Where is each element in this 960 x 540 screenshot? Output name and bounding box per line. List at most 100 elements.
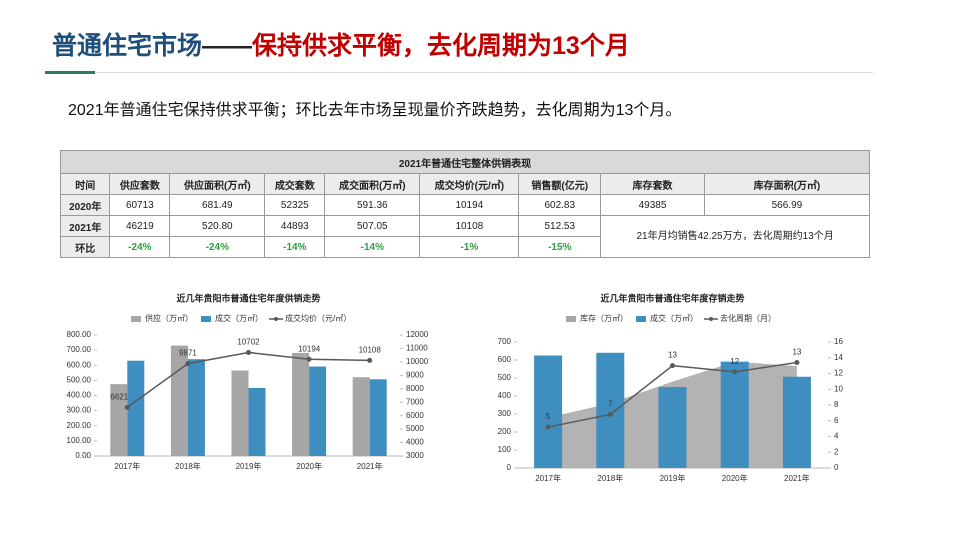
table-cell: 49385 bbox=[600, 194, 705, 216]
table-cell: 2021年 bbox=[59, 215, 111, 237]
line-point bbox=[545, 424, 551, 430]
data-label: 13 bbox=[668, 351, 677, 360]
chart-title: 近几年贵阳市普通住宅年度供销走势 bbox=[176, 292, 320, 303]
bar bbox=[127, 360, 145, 456]
line-point bbox=[124, 404, 130, 410]
bar bbox=[782, 376, 811, 468]
table-cell: 2021年普通住宅整体供销表现 bbox=[60, 150, 870, 174]
y-tick-label: 600 bbox=[498, 355, 512, 364]
bar bbox=[352, 377, 370, 456]
table-cell: 566.99 bbox=[703, 194, 871, 216]
y2-tick-label: 0 bbox=[834, 463, 839, 472]
table-cell: 时间 bbox=[59, 173, 111, 195]
line-point bbox=[367, 357, 373, 363]
data-label: 10194 bbox=[298, 344, 321, 353]
table-cell: -1% bbox=[419, 236, 520, 258]
divider-accent bbox=[45, 71, 95, 74]
y-tick-label: 200 bbox=[498, 427, 512, 436]
y-tick-label: 500 bbox=[498, 373, 512, 382]
table-cell: -14% bbox=[264, 236, 326, 258]
table-cell: -24% bbox=[109, 236, 171, 258]
bar bbox=[231, 370, 249, 456]
y-tick-label: 300.00 bbox=[67, 406, 92, 415]
legend-label: 去化周期（月） bbox=[720, 313, 776, 323]
table-row: 2021年 46219 520.80 44893 507.05 10108 512.53 21… bbox=[59, 215, 870, 258]
table-cell: 库存面积(万㎡) bbox=[703, 173, 871, 195]
table-cell: 512.53 bbox=[518, 215, 602, 237]
x-tick-label: 2020年 bbox=[296, 461, 322, 471]
table-cell: -14% bbox=[324, 236, 421, 258]
table-cell: 10108 bbox=[419, 215, 520, 237]
x-tick-label: 2017年 bbox=[535, 473, 561, 483]
line-point bbox=[732, 369, 738, 375]
table-cell: 成交均价(元/㎡) bbox=[419, 173, 520, 195]
table-cell: 供应面积(万㎡) bbox=[169, 173, 266, 195]
table-cell: 507.05 bbox=[324, 215, 421, 237]
legend-label: 供应（万㎡） bbox=[145, 313, 193, 323]
table-cell: 10194 bbox=[419, 194, 520, 216]
line-point bbox=[794, 359, 800, 365]
data-label: 7 bbox=[608, 400, 613, 409]
legend-label: 成交均价（元/㎡） bbox=[285, 313, 351, 323]
line-point bbox=[246, 349, 251, 355]
y-tick-label: 100 bbox=[498, 445, 512, 454]
table-cell: 2020年 bbox=[59, 194, 111, 216]
table-row: 2020年 60713 681.49 52325 591.36 10194 602.83 49… bbox=[59, 194, 871, 216]
title-main: 普通住宅市场 bbox=[52, 32, 203, 60]
x-tick-label: 2021年 bbox=[357, 461, 383, 471]
y-tick-label: 800.00 bbox=[67, 330, 92, 339]
x-tick-label: 2019年 bbox=[236, 461, 262, 471]
y2-tick-label: 16 bbox=[834, 337, 843, 346]
x-tick-label: 2017年 bbox=[114, 461, 140, 471]
y-tick-label: 700 bbox=[498, 337, 512, 346]
y-tick-label: 200.00 bbox=[67, 421, 92, 430]
bar bbox=[187, 359, 205, 456]
legend-swatch bbox=[201, 316, 211, 322]
y-tick-label: 600.00 bbox=[67, 360, 92, 369]
table-cell: 46219 bbox=[109, 215, 171, 237]
table-row: 环比 -24% -24% -14% -14% -1% -15% bbox=[59, 236, 870, 258]
subtitle: 2021年普通住宅保持供求平衡；环比去年市场呈现量价齐跌趋势，去化周期为13个月… bbox=[68, 102, 682, 119]
table-cell: 602.83 bbox=[518, 194, 602, 216]
slide-title: 普通住宅市场——保持供求平衡，去化周期为13个月 bbox=[52, 26, 630, 62]
legend-swatch bbox=[566, 316, 576, 322]
table-cell: 销售额(亿元) bbox=[518, 173, 602, 195]
table-cell: 库存套数 bbox=[600, 173, 705, 195]
y2-tick-label: 12000 bbox=[406, 330, 429, 339]
bar bbox=[170, 345, 188, 456]
table-cell: 21年月均销售42.25万方，去化周期约13个月 bbox=[600, 215, 870, 258]
legend-label: 成交（万㎡） bbox=[650, 313, 698, 323]
data-label: 13 bbox=[792, 348, 801, 357]
y2-tick-label: 8000 bbox=[406, 384, 424, 393]
sales-table: 2021年普通住宅整体供销表现 时间 供应套数 供应面积(万㎡) 成交套数 成交面积(万㎡… bbox=[59, 150, 871, 258]
bar bbox=[292, 352, 310, 456]
y-tick-label: 400.00 bbox=[67, 391, 92, 400]
legend-swatch bbox=[131, 316, 141, 322]
y-tick-label: 700.00 bbox=[67, 345, 92, 354]
table-cell: 成交面积(万㎡) bbox=[324, 173, 421, 195]
y2-tick-label: 12 bbox=[834, 369, 843, 378]
y2-tick-label: 14 bbox=[834, 353, 843, 362]
data-label: 10702 bbox=[237, 338, 260, 347]
y2-tick-label: 10000 bbox=[406, 357, 429, 366]
y2-tick-label: 6000 bbox=[406, 411, 424, 420]
bar bbox=[309, 366, 327, 456]
table-cell: 成交套数 bbox=[264, 173, 326, 195]
x-tick-label: 2019年 bbox=[660, 473, 686, 483]
legend-swatch bbox=[636, 316, 646, 322]
table-cell: 52325 bbox=[264, 194, 326, 216]
table-cell: 60713 bbox=[109, 194, 171, 216]
y-tick-label: 0.00 bbox=[75, 451, 91, 460]
data-label: 9871 bbox=[179, 349, 197, 358]
y-tick-label: 0 bbox=[507, 463, 512, 472]
data-label: 5 bbox=[546, 412, 551, 421]
bar bbox=[596, 352, 625, 468]
legend-swatch bbox=[274, 317, 278, 321]
line-point bbox=[670, 363, 675, 369]
y-tick-label: 400 bbox=[498, 391, 512, 400]
table-cell: 环比 bbox=[59, 236, 111, 258]
line-point bbox=[607, 411, 613, 417]
data-label: 12 bbox=[730, 357, 739, 366]
